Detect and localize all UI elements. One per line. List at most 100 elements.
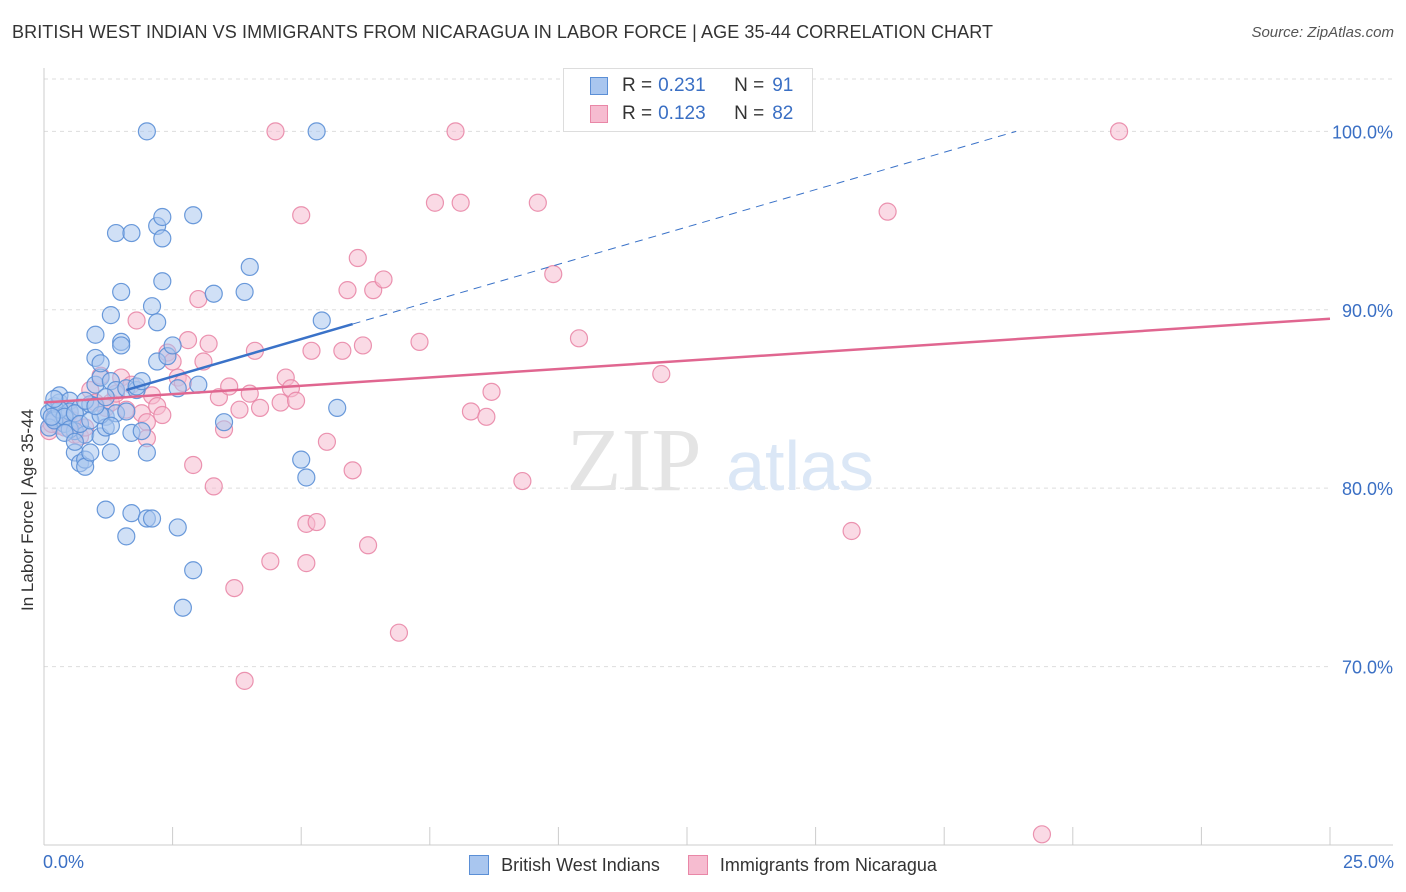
data-point bbox=[235, 282, 254, 302]
data-point bbox=[178, 331, 198, 350]
data-point bbox=[348, 248, 367, 268]
data-point bbox=[652, 364, 671, 384]
watermark-zip: ZIP bbox=[567, 411, 702, 510]
data-point bbox=[312, 311, 331, 330]
data-point bbox=[86, 325, 105, 344]
data-point bbox=[189, 289, 208, 309]
trend-line-bwi bbox=[125, 322, 353, 392]
data-point bbox=[127, 311, 146, 330]
data-point bbox=[101, 443, 120, 462]
data-point bbox=[137, 443, 156, 462]
y-tick-label: 70.0% bbox=[1342, 658, 1393, 678]
series-legend-item-nicaragua: Immigrants from Nicaragua bbox=[687, 854, 937, 876]
data-point bbox=[230, 400, 249, 419]
data-point bbox=[112, 282, 131, 302]
series-legend-label-nicaragua: Immigrants from Nicaragua bbox=[719, 854, 937, 875]
data-point bbox=[184, 561, 203, 580]
data-point bbox=[117, 402, 136, 421]
data-point bbox=[101, 416, 120, 435]
data-point bbox=[271, 393, 290, 412]
data-point bbox=[153, 207, 172, 227]
data-point bbox=[132, 421, 151, 441]
y-tick-labels: 70.0% 80.0% 90.0% 100.0% bbox=[1332, 122, 1393, 677]
data-point bbox=[1109, 122, 1129, 141]
data-point bbox=[389, 623, 409, 642]
data-point bbox=[225, 578, 244, 598]
legend-r-value: 0.123 bbox=[658, 103, 706, 124]
data-point bbox=[842, 521, 861, 541]
data-point bbox=[477, 407, 496, 426]
legend-n-label: N = bbox=[734, 75, 765, 96]
data-point bbox=[148, 313, 167, 332]
data-point bbox=[250, 398, 270, 417]
data-point bbox=[42, 407, 61, 426]
data-point bbox=[235, 671, 254, 690]
data-point bbox=[307, 122, 326, 141]
data-point bbox=[117, 527, 136, 546]
data-point bbox=[81, 443, 100, 462]
data-point bbox=[302, 341, 321, 360]
data-point bbox=[292, 206, 311, 225]
data-point bbox=[261, 552, 280, 571]
legend-r-label: R = bbox=[622, 103, 653, 124]
data-point bbox=[451, 193, 470, 212]
legend-r-value: 0.231 bbox=[658, 75, 706, 96]
data-point bbox=[461, 402, 481, 421]
legend-swatch-nicaragua bbox=[590, 105, 608, 123]
data-point bbox=[338, 281, 357, 300]
data-point bbox=[1032, 825, 1052, 844]
data-point bbox=[153, 405, 172, 425]
data-point bbox=[446, 122, 465, 141]
legend-r-label: R = bbox=[622, 75, 653, 96]
legend-row-bwi: R = 0.231 N = 91 bbox=[590, 73, 793, 99]
data-point bbox=[569, 329, 589, 348]
y-tick-label: 80.0% bbox=[1342, 479, 1393, 499]
data-point bbox=[45, 389, 64, 409]
data-point bbox=[220, 377, 239, 396]
data-point bbox=[106, 223, 126, 243]
data-point bbox=[328, 398, 347, 417]
data-point bbox=[544, 264, 563, 284]
data-point bbox=[204, 284, 223, 303]
series-bwi-points bbox=[40, 122, 347, 617]
data-point bbox=[122, 223, 141, 243]
data-point bbox=[317, 432, 337, 451]
axes bbox=[43, 68, 1393, 846]
y-tick-label: 100.0% bbox=[1332, 122, 1393, 142]
data-point bbox=[168, 518, 187, 537]
data-point bbox=[96, 500, 115, 519]
data-point bbox=[343, 461, 362, 480]
data-point bbox=[353, 336, 373, 355]
y-axis-label-wrap: In Labor Force | Age 35-44 bbox=[16, 300, 40, 720]
x-tick-label-min: 0.0% bbox=[43, 852, 85, 872]
trend-line-bwi-extension bbox=[352, 130, 1017, 325]
series-legend-swatch-bwi bbox=[469, 855, 490, 875]
data-point bbox=[101, 306, 120, 325]
data-point bbox=[297, 554, 316, 573]
data-point bbox=[189, 375, 208, 394]
data-point bbox=[184, 206, 203, 225]
data-point bbox=[358, 536, 378, 555]
data-point bbox=[307, 512, 326, 532]
data-point bbox=[410, 332, 429, 351]
data-point bbox=[153, 229, 172, 248]
series-legend-item-bwi: British West Indians bbox=[469, 855, 660, 876]
data-point bbox=[204, 477, 223, 496]
series-legend-swatch-nicaragua bbox=[687, 855, 708, 875]
grid-lines bbox=[44, 78, 1393, 668]
data-point bbox=[142, 509, 162, 528]
data-point bbox=[153, 272, 172, 291]
legend-n-value: 82 bbox=[772, 103, 794, 124]
trend-lines bbox=[43, 130, 1331, 404]
data-point bbox=[199, 334, 218, 353]
data-point bbox=[112, 336, 131, 355]
trend-line-nicaragua bbox=[43, 317, 1331, 404]
data-point bbox=[528, 193, 547, 212]
data-point bbox=[142, 297, 162, 316]
data-point bbox=[184, 455, 203, 475]
data-point bbox=[266, 122, 285, 141]
data-point bbox=[214, 413, 234, 432]
data-point bbox=[173, 598, 192, 617]
data-point bbox=[482, 382, 501, 401]
